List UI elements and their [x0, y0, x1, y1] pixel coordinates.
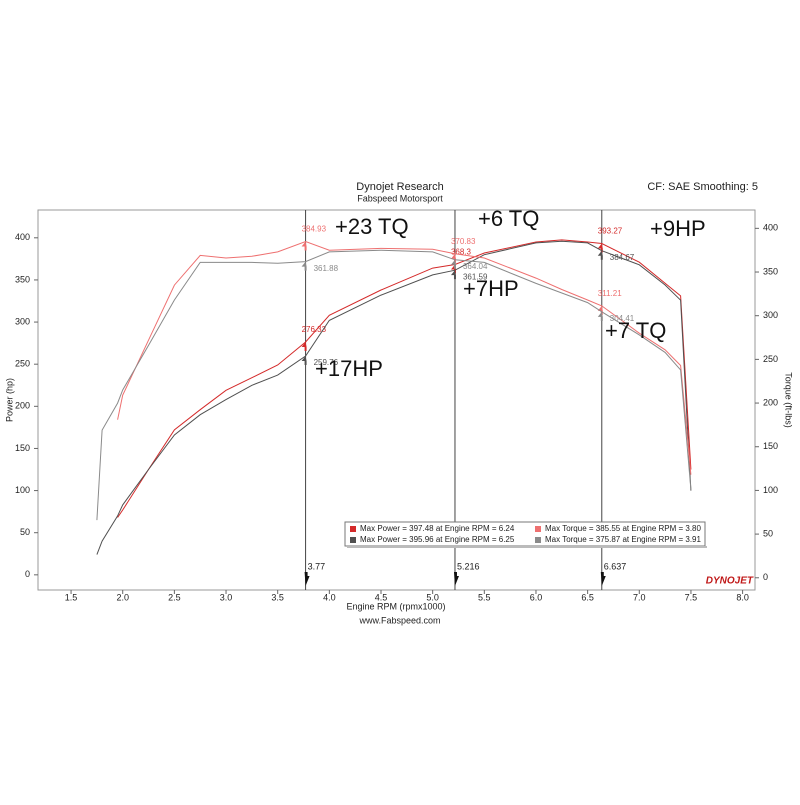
chart-title: Dynojet Research [356, 181, 443, 193]
reading-marker [597, 311, 603, 321]
x-tick-label: 5.0 [426, 592, 439, 602]
footer: www.Fabspeed.com [358, 615, 440, 625]
legend-label: Max Power = 397.48 at Engine RPM = 6.24 [360, 524, 515, 533]
y-tick-label: 300 [15, 316, 30, 326]
reading-label: 393.27 [598, 227, 623, 236]
x-tick-label: 4.0 [323, 592, 336, 602]
reading-label: 361.59 [463, 272, 488, 281]
legend-box [344, 521, 706, 547]
annotation: +7HP [463, 276, 519, 301]
annotation: +17HP [315, 356, 383, 381]
y2-axis-label: Torque (ft-lbs) [784, 372, 794, 428]
x-tick-label: 5.5 [478, 592, 491, 602]
legend-shadow [347, 546, 707, 548]
corner-note: CF: SAE Smoothing: 5 [647, 181, 758, 193]
y2-tick-label: 50 [763, 528, 773, 538]
legend-swatch [535, 537, 541, 543]
x-tick-label: 7.5 [685, 592, 698, 602]
reading-marker [301, 261, 307, 271]
reading-marker [301, 342, 307, 352]
y2-tick-label: 350 [763, 266, 778, 276]
reading-label: 384.93 [302, 225, 327, 234]
legend-label: Max Power = 395.96 at Engine RPM = 6.25 [360, 535, 515, 544]
y-tick-label: 100 [15, 485, 30, 495]
legend-label: Max Torque = 375.87 at Engine RPM = 3.91 [545, 535, 702, 544]
y-tick-label: 350 [15, 274, 30, 284]
y-tick-label: 250 [15, 359, 30, 369]
cursor-arrow [600, 572, 606, 586]
x-tick-label: 1.5 [65, 592, 78, 602]
y-tick-label: 400 [15, 232, 30, 242]
x-axis-label: Engine RPM (rpmx1000) [346, 601, 445, 611]
y2-tick-label: 150 [763, 441, 778, 451]
cursor-label: 6.637 [604, 561, 627, 571]
y2-tick-label: 400 [763, 223, 778, 233]
reading-label: 368.3 [451, 248, 472, 257]
x-tick-label: 3.5 [271, 592, 284, 602]
legend-swatch [350, 526, 356, 532]
y-tick-label: 0 [25, 569, 30, 579]
y2-tick-label: 100 [763, 485, 778, 495]
cursor-label: 3.77 [308, 561, 326, 571]
reading-label: 311.21 [598, 289, 622, 298]
x-tick-label: 8.0 [736, 592, 749, 602]
series-line [117, 239, 692, 518]
reading-marker [450, 259, 456, 269]
chart-subtitle: Fabspeed Motorsport [357, 193, 443, 203]
y2-tick-label: 200 [763, 397, 778, 407]
reading-marker [597, 250, 603, 260]
x-tick-label: 7.0 [633, 592, 646, 602]
x-tick-label: 2.0 [116, 592, 129, 602]
x-tick-label: 4.5 [375, 592, 388, 602]
legend-label: Max Torque = 385.55 at Engine RPM = 3.80 [545, 524, 702, 533]
reading-label: 364.04 [463, 262, 488, 271]
reading-label: 370.83 [451, 237, 476, 246]
cursor-arrow [304, 572, 310, 586]
legend-swatch [535, 526, 541, 532]
x-tick-label: 6.0 [530, 592, 543, 602]
y2-tick-label: 0 [763, 572, 768, 582]
reading-marker [450, 270, 456, 280]
series-line [117, 240, 692, 475]
reading-marker [301, 241, 307, 251]
annotation: +6 TQ [478, 206, 539, 231]
y-tick-label: 150 [15, 443, 30, 453]
reading-label: 361.88 [314, 264, 339, 273]
y-tick-label: 200 [15, 401, 30, 411]
annotation: +23 TQ [335, 214, 409, 239]
x-tick-label: 3.0 [220, 592, 233, 602]
annotation: +9HP [650, 216, 706, 241]
legend-swatch [350, 537, 356, 543]
reading-label: 384.67 [610, 253, 635, 262]
cursor-arrow [453, 572, 459, 586]
series-line [96, 249, 692, 521]
x-tick-label: 6.5 [581, 592, 594, 602]
x-tick-label: 2.5 [168, 592, 181, 602]
y-axis-label: Power (hp) [4, 378, 14, 422]
y2-tick-label: 250 [763, 354, 778, 364]
reading-label: 276.33 [302, 325, 327, 334]
reading-label: 259.76 [314, 358, 339, 367]
reading-marker [301, 355, 307, 365]
reading-label: 304.41 [610, 314, 635, 323]
annotation: +7 TQ [605, 318, 666, 343]
cursor-label: 5.216 [457, 561, 480, 571]
logo: DYNOJET [706, 576, 754, 587]
series-line [96, 240, 692, 555]
y2-tick-label: 300 [763, 310, 778, 320]
y-tick-label: 50 [20, 527, 30, 537]
